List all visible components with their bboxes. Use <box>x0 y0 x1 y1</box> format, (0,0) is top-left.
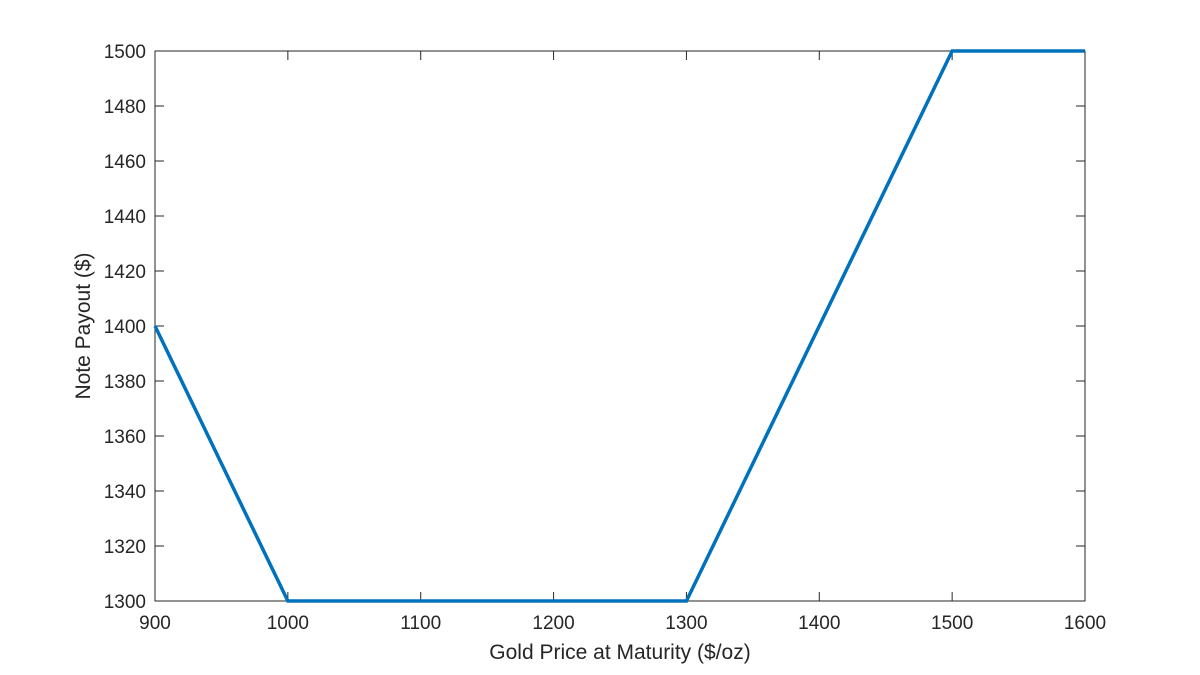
y-tick-label: 1500 <box>104 42 146 63</box>
y-tick-label: 1360 <box>104 427 146 448</box>
y-tick-label: 1300 <box>104 592 146 613</box>
series-layer <box>153 49 1085 603</box>
y-tick-label: 1320 <box>104 537 146 558</box>
y-tick-label: 1440 <box>104 207 146 228</box>
y-tick-label: 1460 <box>104 152 146 173</box>
x-axis-ticks: 900 1000 1100 1200 1300 1400 1500 1600 <box>139 51 1106 634</box>
x-tick-label: 1500 <box>931 613 973 634</box>
x-tick-label: 1100 <box>400 613 441 634</box>
series-line <box>153 49 1085 603</box>
y-tick-label: 1480 <box>104 97 146 118</box>
x-tick-label: 1300 <box>665 613 707 634</box>
x-tick-label: 1600 <box>1064 613 1106 634</box>
y-axis-label: Note Payout ($) <box>72 252 95 399</box>
x-tick-label: 1200 <box>532 613 574 634</box>
y-tick-label: 1420 <box>104 262 146 283</box>
plot-area <box>154 50 1086 602</box>
x-tick-label: 900 <box>139 613 171 634</box>
y-tick-label: 1400 <box>104 317 146 338</box>
y-axis-ticks: 1300 1320 1340 1360 1380 1400 1420 1440 1460 1480… <box>104 42 1085 613</box>
axes-box <box>154 50 1086 602</box>
x-tick-label: 1400 <box>798 613 840 634</box>
x-tick-label: 1000 <box>267 613 309 634</box>
x-axis-label: Gold Price at Maturity ($/oz) <box>489 641 750 664</box>
y-tick-label: 1340 <box>104 482 146 503</box>
y-tick-label: 1380 <box>104 372 146 393</box>
